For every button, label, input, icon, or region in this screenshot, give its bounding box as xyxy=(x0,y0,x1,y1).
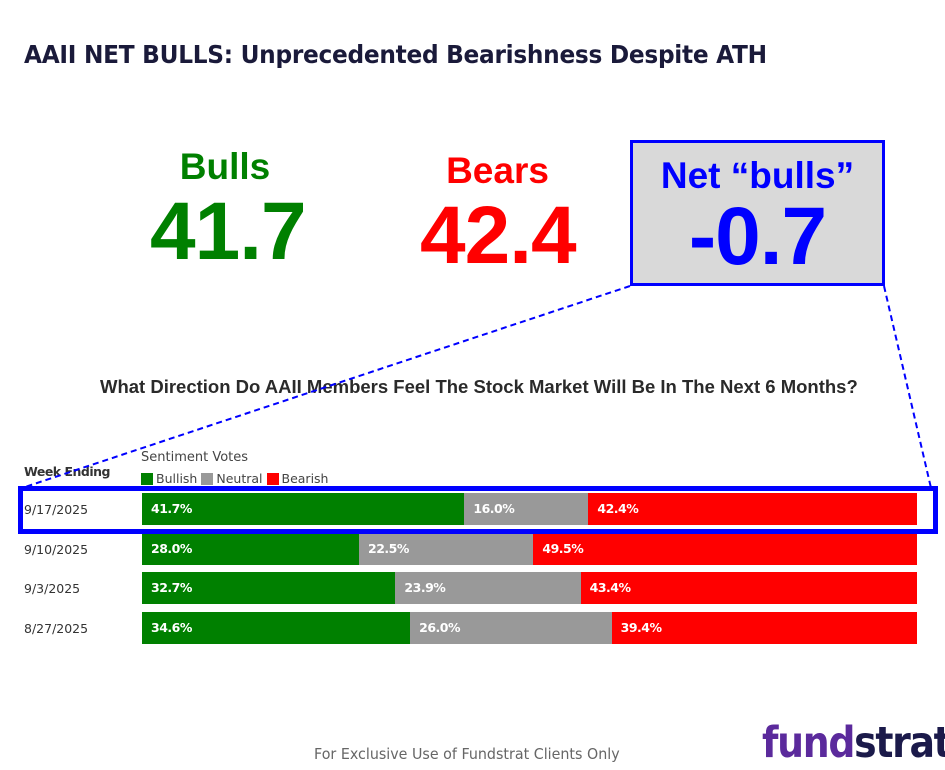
disclaimer-footer: For Exclusive Use of Fundstrat Clients O… xyxy=(314,745,620,763)
legend-label: Neutral xyxy=(216,471,263,486)
legend: Bullish Neutral Bearish xyxy=(141,471,330,486)
bulls-kpi: Bulls 41.7 xyxy=(150,146,307,277)
bullish-segment: 28.0% xyxy=(142,533,359,565)
week-ending-date: 9/10/2025 xyxy=(24,542,89,557)
page-title: AAII NET BULLS: Unprecedented Bearishnes… xyxy=(24,40,767,69)
neutral-segment: 22.5% xyxy=(359,533,534,565)
bearish-segment: 49.5% xyxy=(533,533,917,565)
neutral-value: 16.0% xyxy=(473,501,515,516)
legend-title: Sentiment Votes xyxy=(141,450,249,465)
logo-part-strat: strat xyxy=(854,718,945,768)
bulls-label: Bulls xyxy=(179,146,271,187)
neutral-segment: 16.0% xyxy=(464,493,589,525)
bears-value: 42.4 xyxy=(420,190,577,281)
connector-line-right xyxy=(883,285,932,489)
bearish-segment: 42.4% xyxy=(588,493,917,525)
sentiment-bar: 28.0% 22.5% 49.5% xyxy=(142,533,917,565)
neutral-segment: 23.9% xyxy=(395,572,581,604)
sentiment-bar: 41.7% 16.0% 42.4% xyxy=(142,493,917,525)
bullish-segment: 41.7% xyxy=(142,493,465,525)
net-bulls-label: Net “bulls” xyxy=(660,155,855,196)
chart-title: What Direction Do AAII Members Feel The … xyxy=(100,376,858,397)
bullish-segment: 32.7% xyxy=(142,572,396,604)
bullish-segment: 34.6% xyxy=(142,612,411,644)
table-row: 9/3/2025 32.7% 23.9% 43.4% xyxy=(0,572,945,604)
fundstrat-logo: fundstrat xyxy=(762,722,945,765)
sentiment-bar: 32.7% 23.9% 43.4% xyxy=(142,572,917,604)
bulls-value: 41.7 xyxy=(150,186,307,277)
latest-week-highlight-box xyxy=(18,486,938,534)
net-bulls-callout: Net “bulls” -0.7 xyxy=(630,140,885,286)
bears-kpi: Bears 42.4 xyxy=(420,150,577,281)
legend-item-bullish: Bullish xyxy=(141,471,197,486)
neutral-swatch xyxy=(201,472,214,485)
week-ending-date: 8/27/2025 xyxy=(24,621,89,636)
bullish-value: 41.7% xyxy=(151,501,192,516)
legend-item-neutral: Neutral xyxy=(201,471,263,486)
bullish-swatch xyxy=(141,472,153,485)
bearish-value: 49.5% xyxy=(542,541,584,556)
neutral-value: 23.9% xyxy=(404,580,446,595)
table-row: 8/27/2025 34.6% 26.0% 39.4% xyxy=(0,612,945,644)
net-bulls-value: -0.7 xyxy=(688,191,827,282)
neutral-value: 26.0% xyxy=(419,620,461,635)
neutral-segment: 26.0% xyxy=(410,612,612,644)
bullish-value: 34.6% xyxy=(151,620,192,635)
neutral-value: 22.5% xyxy=(368,541,409,556)
sentiment-bar: 34.6% 26.0% 39.4% xyxy=(142,612,917,644)
table-row: 9/17/2025 41.7% 16.0% 42.4% xyxy=(0,493,945,525)
bearish-value: 43.4% xyxy=(589,580,631,595)
bearish-value: 42.4% xyxy=(597,501,639,516)
table-row: 9/10/2025 28.0% 22.5% 49.5% xyxy=(0,533,945,565)
logo-part-fund: fund xyxy=(762,718,855,768)
week-ending-date: 9/17/2025 xyxy=(24,502,89,517)
bullish-value: 32.7% xyxy=(151,580,192,595)
bearish-value: 39.4% xyxy=(620,620,662,635)
bearish-segment: 39.4% xyxy=(611,612,917,644)
bearish-swatch xyxy=(266,472,279,485)
column-header-week-ending: Week Ending xyxy=(24,464,110,479)
bearish-segment: 43.4% xyxy=(580,572,917,604)
bears-label: Bears xyxy=(446,150,549,191)
legend-label: Bearish xyxy=(281,471,329,486)
week-ending-date: 9/3/2025 xyxy=(24,581,81,596)
bullish-value: 28.0% xyxy=(151,541,192,556)
legend-item-bearish: Bearish xyxy=(266,471,329,486)
legend-label: Bullish xyxy=(156,471,198,486)
